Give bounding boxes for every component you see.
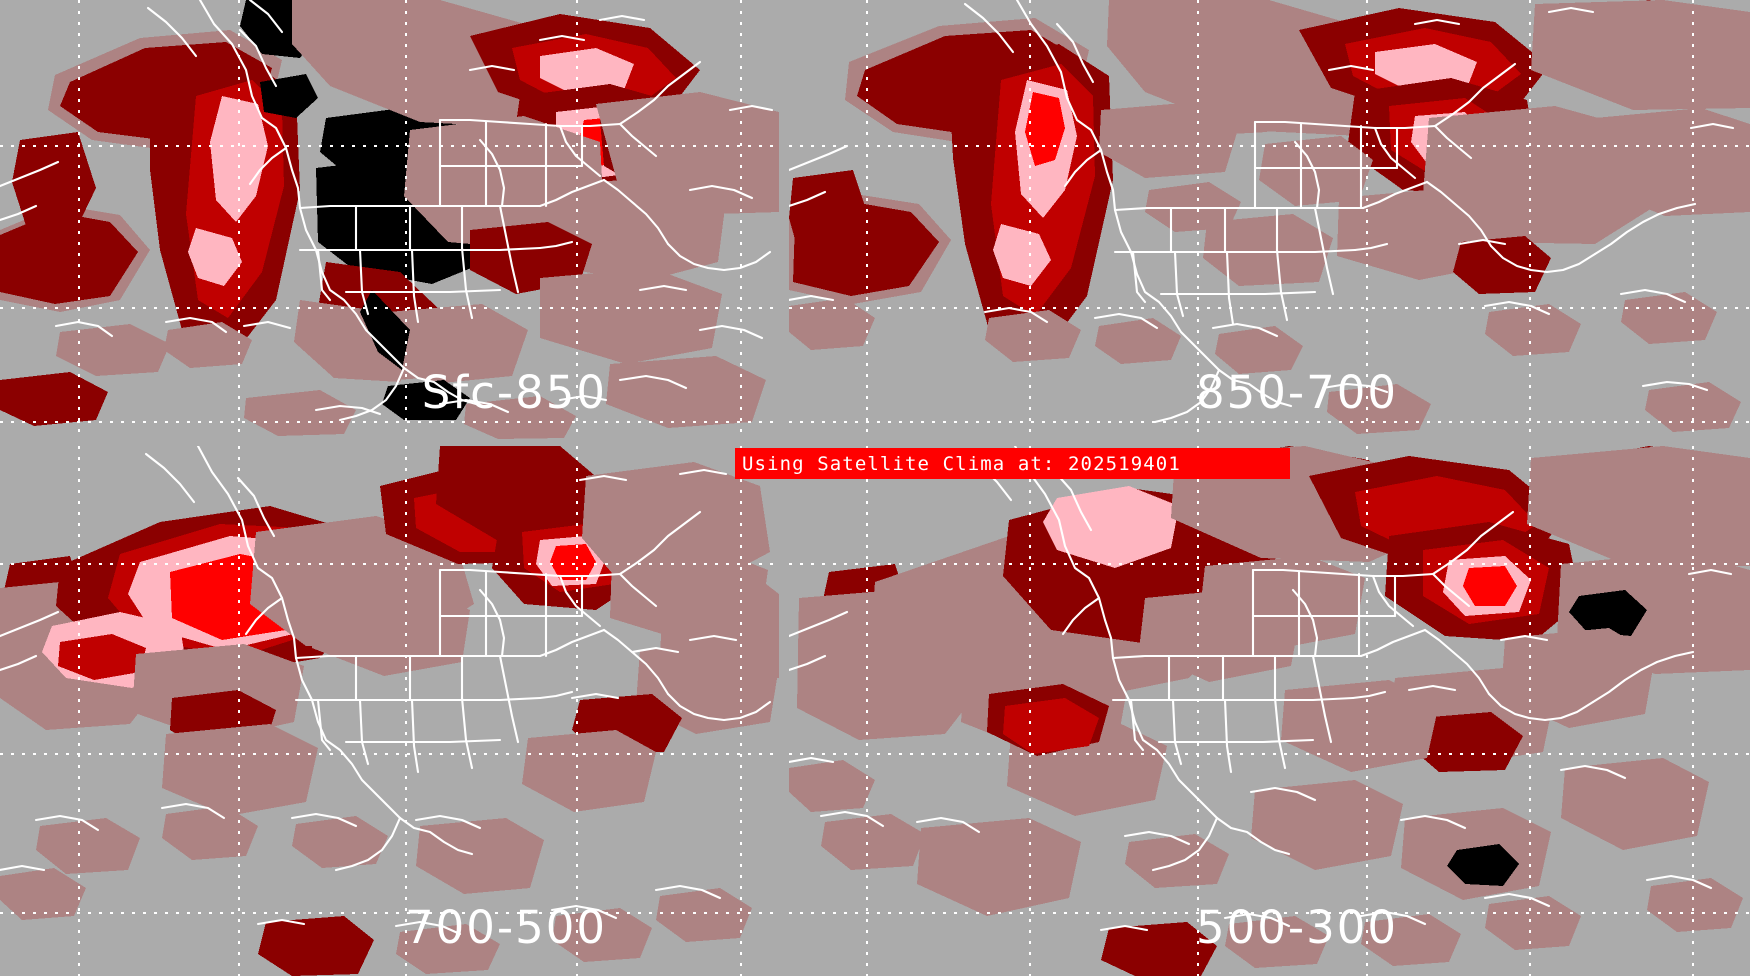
coastline-overlay	[789, 0, 1735, 424]
status-banner: Using Satellite Clima at: 202519401	[735, 448, 1290, 479]
panel-label-500-300: 500-300	[1195, 901, 1398, 954]
map-field-700-500	[0, 446, 779, 976]
status-banner-text: Using Satellite Clima at: 202519401	[742, 452, 1181, 475]
coastline-overlay	[0, 446, 772, 936]
panel-850-700[interactable]: 850-700	[789, 0, 1750, 439]
anomaly-field	[789, 446, 1750, 976]
coastline-overlay	[0, 0, 774, 422]
map-field-sfc-850	[0, 0, 779, 439]
coastline-overlay	[789, 446, 1733, 932]
panel-sfc-850[interactable]: Sfc-850	[0, 0, 779, 439]
anomaly-field	[0, 0, 779, 439]
map-field-500-300	[789, 446, 1750, 976]
panel-separator-vertical	[779, 0, 789, 976]
panel-label-850-700: 850-700	[1195, 366, 1398, 419]
panel-label-700-500: 700-500	[404, 901, 607, 954]
panel-label-sfc-850: Sfc-850	[421, 366, 607, 419]
anomaly-field	[0, 446, 779, 976]
panel-700-500[interactable]: 700-500	[0, 446, 779, 976]
panel-500-300[interactable]: 500-300	[789, 446, 1750, 976]
panel-separator-horizontal	[0, 439, 1750, 446]
